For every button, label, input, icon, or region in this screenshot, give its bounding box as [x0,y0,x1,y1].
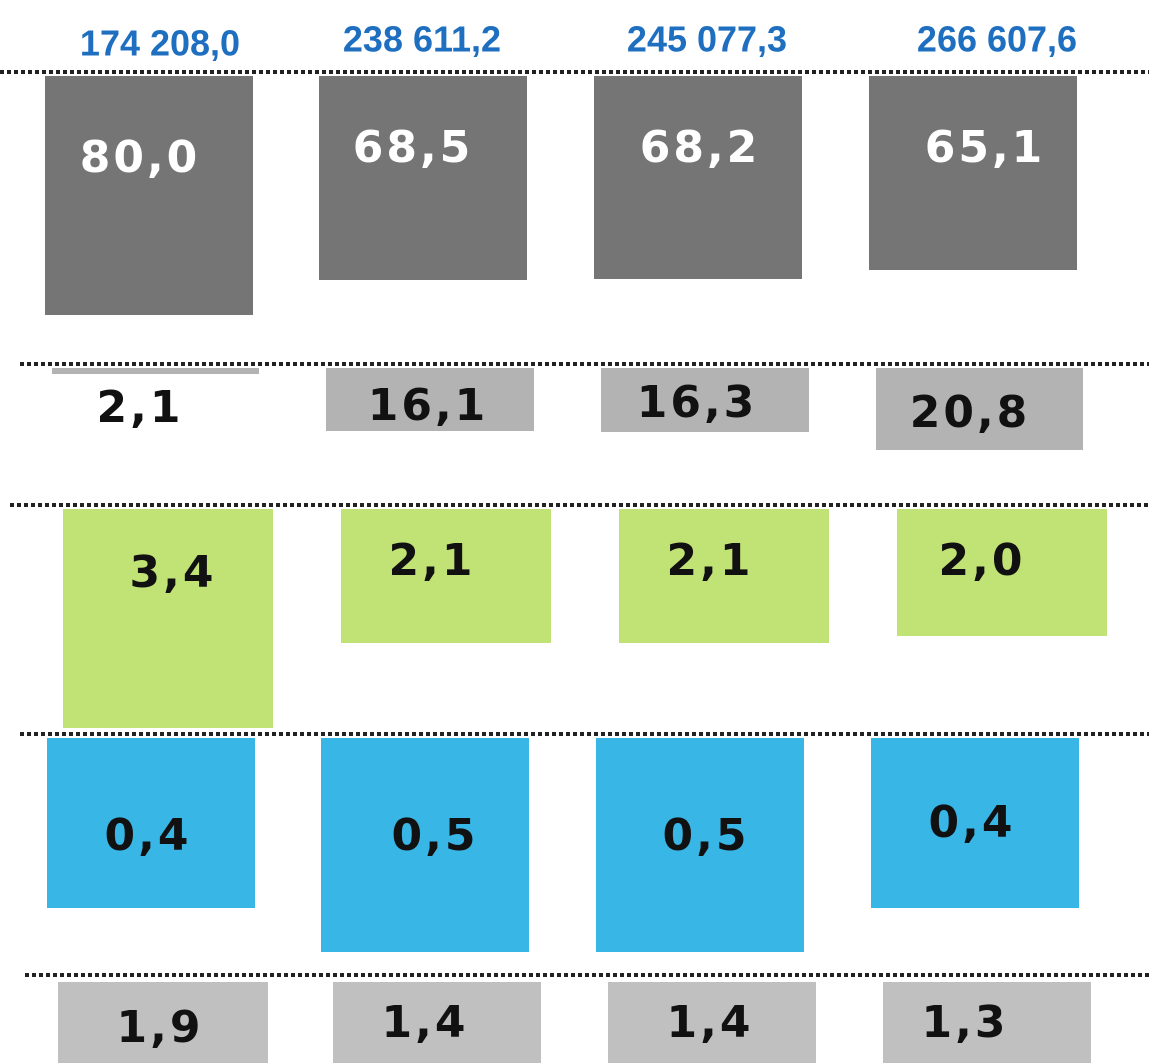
box [869,76,1077,270]
total-label: 174 208,0 [80,23,240,64]
box [871,738,1079,908]
box-label: 1,9 [117,1002,204,1053]
total-label: 238 611,2 [343,19,501,60]
box [321,738,529,952]
box [341,509,551,643]
box [619,509,829,643]
box [608,982,816,1063]
separators [0,70,1149,977]
box-label: 1,4 [382,997,469,1048]
total-label: 266 607,6 [917,19,1077,60]
total-label: 245 077,3 [627,19,787,60]
box-label: 16,1 [368,380,489,431]
box [63,509,273,728]
box-label: 2,1 [389,535,476,586]
box [601,368,809,432]
box [45,76,253,315]
box-label: 2,1 [667,535,754,586]
box-label: 0,4 [105,810,192,861]
box [897,509,1107,636]
box-label: 2,1 [97,382,184,433]
box [594,76,802,279]
box [333,982,541,1063]
box-label: 20,8 [910,387,1031,438]
box-label: 2,0 [939,535,1026,586]
box [52,368,259,374]
box [326,368,534,431]
box [883,982,1091,1063]
box [47,738,255,908]
box-label: 3,4 [130,547,217,598]
box [596,738,804,952]
box-label: 65,1 [925,122,1046,173]
box-label: 16,3 [637,377,758,428]
box-label: 1,3 [922,997,1009,1048]
box [876,368,1083,450]
box-label: 0,5 [392,810,479,861]
box-label: 68,2 [640,122,761,173]
box-label: 80,0 [80,132,201,183]
box-label: 0,5 [663,810,750,861]
box-label: 68,5 [353,122,474,173]
box [319,76,527,280]
box [58,982,268,1063]
box-label: 1,4 [667,997,754,1048]
box-label: 0,4 [929,797,1016,848]
